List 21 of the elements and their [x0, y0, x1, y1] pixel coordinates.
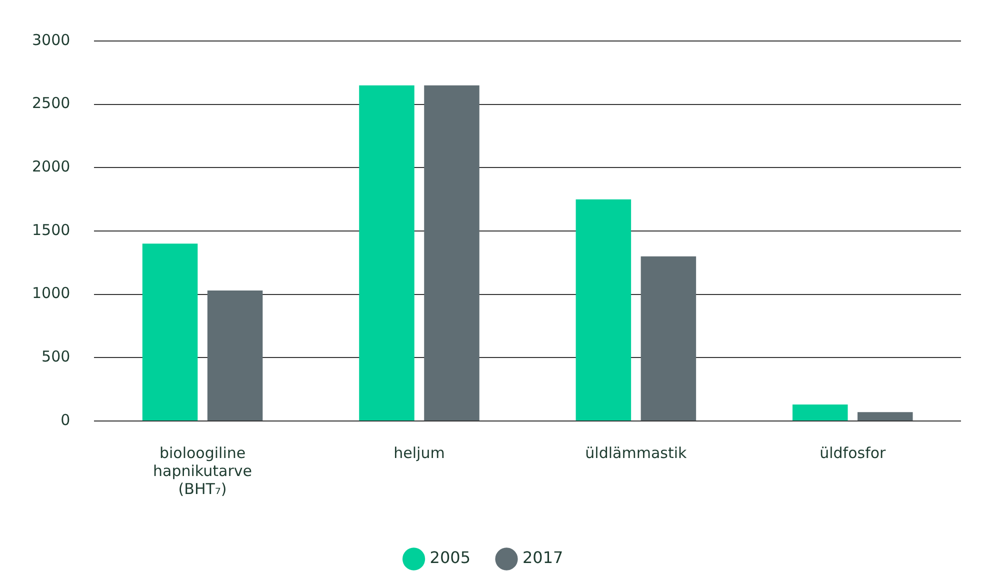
- y-tick-label: 2500: [32, 94, 70, 112]
- legend-label: 2017: [522, 548, 564, 568]
- legend-label: 2005: [430, 548, 470, 568]
- bar: [424, 85, 480, 420]
- y-tick-label: 2000: [32, 158, 70, 176]
- x-tick-label: heljum: [394, 444, 445, 462]
- x-tick-label: bioloogiline hapnikutarve (BHT₇): [153, 444, 252, 498]
- bar: [576, 199, 632, 420]
- bar: [359, 85, 414, 420]
- y-tick-label: 500: [42, 348, 70, 366]
- y-tick-label: 1500: [32, 220, 70, 239]
- bar: [142, 244, 198, 420]
- y-tick-label: 0: [60, 410, 70, 429]
- bar: [640, 256, 696, 420]
- bar: [792, 404, 848, 420]
- bar: [858, 412, 913, 420]
- x-tick-label: üldfosfor: [820, 444, 887, 462]
- y-tick-label: 3000: [32, 30, 70, 49]
- y-tick-label: 1000: [32, 284, 70, 302]
- x-tick-label: üldlämmastik: [585, 444, 688, 462]
- bar: [207, 290, 263, 420]
